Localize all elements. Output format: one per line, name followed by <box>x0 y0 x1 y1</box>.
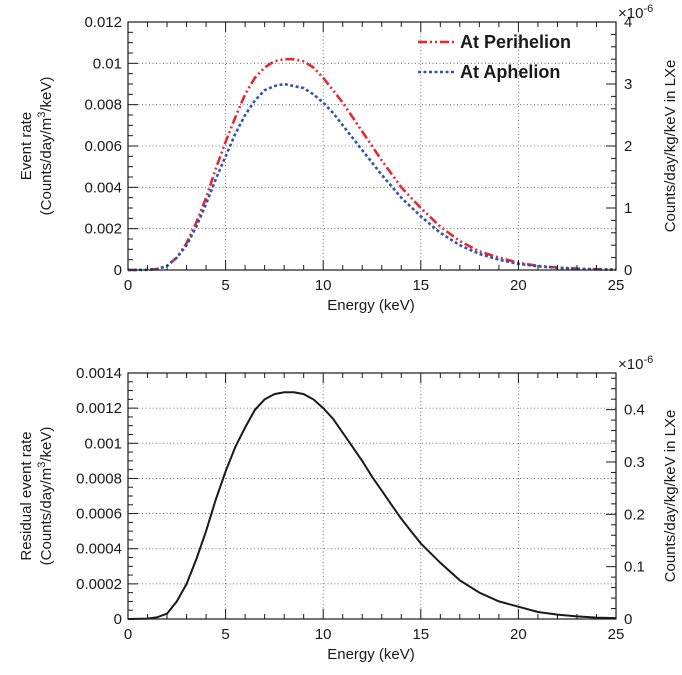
y-tick-label: 0.008 <box>84 97 122 114</box>
y2-tick-label: 0.4 <box>624 402 645 419</box>
y2-multiplier-exponent: -6 <box>643 3 653 15</box>
x-tick-label: 10 <box>315 626 332 643</box>
y2-axis-label: Counts/day/kg/keV in LXe <box>662 410 679 583</box>
y2-tick-label: 1 <box>624 200 632 217</box>
y-axis-label-line2: (Counts/day/m3/keV) <box>36 427 55 566</box>
y2-tick-label: 0 <box>624 611 632 628</box>
x-tick-label: 20 <box>510 626 527 643</box>
y-tick-label: 0.0002 <box>76 576 122 593</box>
y-tick-label: 0.0014 <box>76 365 122 382</box>
top-panel: 0 5 10 15 20 2500.0020.0040.0060.0080.010.012… <box>18 3 679 314</box>
y-axis-label-superscript: 3 <box>36 462 48 468</box>
x-tick-label: 0 <box>124 277 132 294</box>
y2-multiplier-base: ×10 <box>618 356 643 373</box>
x-tick-label: 25 <box>608 626 625 643</box>
x-axis-label: Energy (keV) <box>327 646 415 663</box>
y-tick-label: 0.0008 <box>76 470 122 487</box>
y-axis-label-line2: (Counts/day/m3/keV) <box>36 77 55 216</box>
y2-tick-label: 0.3 <box>624 454 645 471</box>
y2-tick-label: 4 <box>624 14 632 31</box>
y-tick-label: 0.001 <box>84 435 122 452</box>
y2-tick-label: 0 <box>624 262 632 279</box>
y2-multiplier-exponent: -6 <box>643 354 653 366</box>
y-tick-label: 0.006 <box>84 138 122 155</box>
y2-multiplier: ×10-6 <box>618 3 653 22</box>
y-tick-label: 0 <box>114 262 122 279</box>
y-tick-label: 0.012 <box>84 14 122 31</box>
x-tick-label: 0 <box>124 626 132 643</box>
x-tick-label: 25 <box>608 277 625 294</box>
y-tick-label: 0 <box>114 611 122 628</box>
y-tick-label: 0.0006 <box>76 506 122 523</box>
x-tick-label: 5 <box>221 626 229 643</box>
y2-tick-label: 0.1 <box>624 559 645 576</box>
y-tick-label: 0.002 <box>84 221 122 238</box>
x-tick-label: 5 <box>221 277 229 294</box>
y2-tick-label: 0.2 <box>624 506 645 523</box>
y2-axis-label: Counts/day/kg/keV in LXe <box>662 60 679 233</box>
y-tick-label: 0.004 <box>84 179 122 196</box>
y-axis-label-tail: /keV) <box>38 77 55 112</box>
y-axis-label-unit: (Counts/day/m <box>38 468 55 566</box>
legend-label-1: At Aphelion <box>460 62 560 82</box>
series-line-0 <box>127 391 617 620</box>
y-tick-label: 0.01 <box>93 55 122 72</box>
x-tick-label: 10 <box>315 277 332 294</box>
x-tick-label: 15 <box>412 277 429 294</box>
y2-multiplier: ×10-6 <box>618 354 653 373</box>
legend-label-0: At Perihelion <box>460 32 571 52</box>
x-axis-label: Energy (keV) <box>327 297 415 314</box>
y-tick-label: 0.0012 <box>76 400 122 417</box>
y-tick-label: 0.0004 <box>76 541 122 558</box>
y-axis-label-unit: (Counts/day/m <box>38 118 55 216</box>
x-tick-label: 15 <box>412 626 429 643</box>
series-line-1 <box>127 82 617 272</box>
y-axis-label-line1: Residual event rate <box>18 431 35 560</box>
y-axis-label-superscript: 3 <box>36 112 48 118</box>
y-axis-label-line1: Event rate <box>18 112 35 180</box>
y2-tick-label: 3 <box>624 76 632 93</box>
bottom-panel: 0 5 10 15 20 2500.00020.00040.00060.00080.001… <box>18 354 679 663</box>
y-axis-label-tail: /keV) <box>38 427 55 462</box>
y2-multiplier-base: ×10 <box>618 5 643 22</box>
x-tick-label: 20 <box>510 277 527 294</box>
y2-tick-label: 2 <box>624 138 632 155</box>
